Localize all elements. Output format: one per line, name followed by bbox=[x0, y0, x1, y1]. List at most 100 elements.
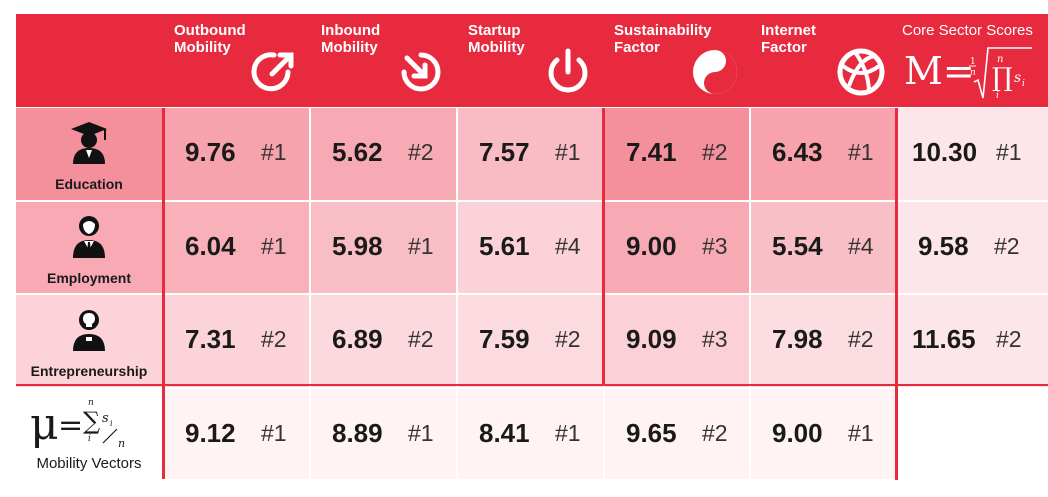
rank-label: #1 bbox=[261, 233, 287, 259]
mobility-vector-formula: μ =n∑is in bbox=[30, 398, 125, 450]
svg-text:i: i bbox=[996, 91, 999, 101]
svg-text:i: i bbox=[110, 419, 113, 428]
score-cell bbox=[164, 389, 309, 479]
svg-text:M=: M= bbox=[904, 49, 975, 93]
power-icon bbox=[548, 48, 588, 93]
rank-label: #2 bbox=[555, 326, 581, 352]
rank-label: #3 bbox=[702, 326, 728, 352]
rank-label: #4 bbox=[848, 233, 874, 259]
score-value: 7.59 bbox=[479, 324, 530, 354]
score-value: 8.89 bbox=[332, 418, 383, 448]
core-score-value: 10.30 bbox=[912, 137, 978, 167]
score-cell bbox=[164, 202, 309, 293]
rank-label: #3 bbox=[702, 233, 728, 259]
core-score-value: 11.65 bbox=[912, 324, 976, 354]
rank-label: #1 bbox=[848, 420, 874, 446]
score-cell bbox=[605, 202, 749, 293]
score-cell bbox=[458, 202, 603, 293]
rank-label: #1 bbox=[408, 420, 434, 446]
score-value: 9.00 bbox=[626, 231, 677, 261]
core-score-cell bbox=[898, 108, 1048, 200]
score-cell bbox=[605, 389, 749, 479]
entrepreneur-icon bbox=[73, 310, 105, 351]
score-cell bbox=[751, 389, 896, 479]
outbound-arrow-icon bbox=[251, 52, 294, 92]
score-value: 8.41 bbox=[479, 418, 530, 448]
score-cell bbox=[458, 389, 603, 479]
svg-text:n: n bbox=[118, 437, 125, 450]
employee-icon bbox=[73, 216, 105, 258]
svg-text:n: n bbox=[970, 68, 976, 78]
score-value: 5.98 bbox=[332, 231, 383, 261]
score-value: 9.00 bbox=[772, 418, 823, 448]
inbound-arrow-icon bbox=[401, 52, 441, 92]
score-cell bbox=[311, 108, 456, 200]
column-separator bbox=[895, 384, 898, 480]
score-value: 9.76 bbox=[185, 137, 236, 167]
row-label-cell bbox=[16, 389, 162, 479]
core-rank-label: #2 bbox=[994, 233, 1020, 259]
rank-label: #2 bbox=[702, 139, 728, 165]
svg-text:1: 1 bbox=[970, 57, 976, 67]
column-separator bbox=[162, 389, 165, 479]
core-score-value: 9.58 bbox=[918, 231, 969, 261]
rank-label: #1 bbox=[261, 420, 287, 446]
column-title: Outbound Mobility bbox=[174, 22, 246, 56]
column-title: Internet Factor bbox=[761, 22, 817, 56]
score-value: 5.61 bbox=[479, 231, 530, 261]
score-value: 9.12 bbox=[185, 418, 236, 448]
score-value: 6.43 bbox=[772, 137, 823, 167]
score-value: 9.09 bbox=[626, 324, 677, 354]
svg-text:∑: ∑ bbox=[83, 407, 100, 435]
column-separator bbox=[895, 108, 898, 385]
column-separator bbox=[602, 108, 605, 385]
score-cell bbox=[311, 389, 456, 479]
score-cell bbox=[458, 108, 603, 200]
header-band bbox=[16, 14, 1048, 107]
score-cell bbox=[458, 295, 603, 387]
core-score-cell bbox=[898, 295, 1048, 387]
svg-text:i: i bbox=[88, 434, 91, 444]
score-cell bbox=[605, 108, 749, 200]
rank-label: #1 bbox=[408, 233, 434, 259]
svg-text:n: n bbox=[88, 398, 94, 408]
score-cell bbox=[751, 202, 896, 293]
score-value: 5.54 bbox=[772, 231, 823, 261]
rank-label: #1 bbox=[848, 139, 874, 165]
score-value: 6.04 bbox=[185, 231, 236, 261]
row-label: Employment bbox=[46, 270, 131, 286]
score-value: 7.57 bbox=[479, 137, 530, 167]
svg-text:i: i bbox=[1022, 79, 1025, 89]
score-value: 7.98 bbox=[772, 324, 823, 354]
score-value: 9.65 bbox=[626, 418, 677, 448]
rank-label: #1 bbox=[555, 420, 581, 446]
score-cell bbox=[311, 295, 456, 387]
geometric-mean-formula: M=1nn∏ s ii bbox=[904, 47, 1032, 101]
core-score-cell bbox=[898, 389, 1048, 479]
svg-text:∏: ∏ bbox=[992, 63, 1013, 93]
score-value: 6.89 bbox=[332, 324, 383, 354]
rank-label: #2 bbox=[848, 326, 874, 352]
rank-label: #2 bbox=[261, 326, 287, 352]
rank-label: #1 bbox=[261, 139, 287, 165]
score-cell bbox=[311, 202, 456, 293]
graduate-icon bbox=[71, 122, 107, 164]
core-rank-label: #2 bbox=[996, 326, 1022, 352]
row-separator bbox=[16, 384, 1048, 386]
svg-text:s: s bbox=[1014, 70, 1021, 86]
score-cell bbox=[605, 295, 749, 387]
core-rank-label: #1 bbox=[996, 139, 1022, 165]
rank-label: #2 bbox=[408, 139, 434, 165]
score-cell bbox=[164, 295, 309, 387]
core-score-cell bbox=[898, 202, 1048, 293]
rank-label: #1 bbox=[555, 139, 581, 165]
score-value: 5.62 bbox=[332, 137, 383, 167]
column-title: Inbound Mobility bbox=[321, 22, 381, 56]
column-title: Sustainability Factor bbox=[614, 22, 712, 56]
score-value: 7.41 bbox=[626, 137, 677, 167]
column-title: Startup Mobility bbox=[468, 22, 525, 56]
svg-text:s: s bbox=[102, 411, 109, 426]
svg-text:μ: μ bbox=[30, 399, 59, 450]
yin-yang-icon bbox=[693, 50, 737, 94]
